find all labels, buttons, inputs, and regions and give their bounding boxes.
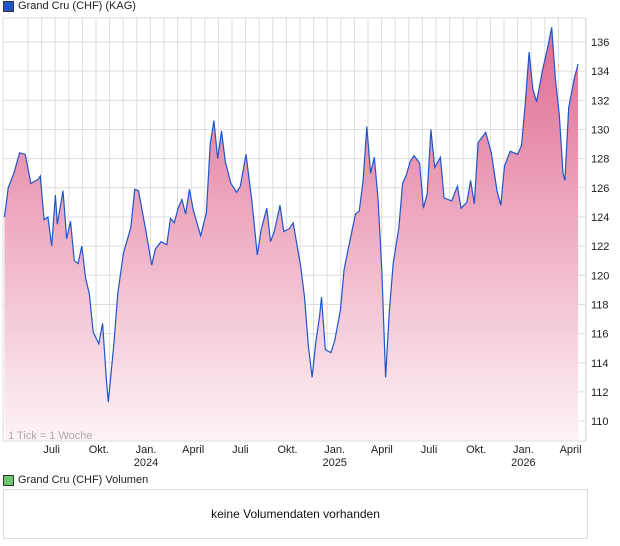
y-tick-label: 122 <box>591 241 609 253</box>
x-tick-label: April <box>371 444 393 456</box>
price-legend: Grand Cru (CHF) (KAG) <box>3 0 136 12</box>
volume-legend: Grand Cru (CHF) Volumen <box>3 474 148 486</box>
price-line <box>3 27 579 403</box>
x-tick-year: 2025 <box>322 457 346 469</box>
y-tick-label: 114 <box>591 358 609 370</box>
x-tick-year: 2026 <box>511 457 535 469</box>
x-tick-label: Juli <box>232 444 249 456</box>
y-tick-label: 124 <box>591 212 609 224</box>
price-legend-swatch <box>3 0 14 12</box>
x-tick-label: Juli <box>43 444 60 456</box>
y-tick-label: 128 <box>591 154 609 166</box>
y-tick-label: 126 <box>591 183 609 195</box>
x-tick-label: April <box>182 444 204 456</box>
volume-legend-swatch <box>3 474 14 486</box>
x-tick-label: Juli <box>421 444 438 456</box>
y-tick-label: 134 <box>591 66 609 78</box>
price-chart: 1 Tick = 1 Woche 110 112 114 116 118 120 122 12… <box>2 17 609 469</box>
x-tick-label: Jan. <box>513 444 534 456</box>
volume-empty-message: keine Volumendaten vorhanden <box>211 507 380 521</box>
y-tick-label: 132 <box>591 95 609 107</box>
tick-note: 1 Tick = 1 Woche <box>8 430 92 442</box>
volume-panel: keine Volumendaten vorhanden <box>3 489 588 539</box>
x-tick-label: Okt. <box>277 444 297 456</box>
y-tick-label: 110 <box>591 416 609 428</box>
y-tick-label: 136 <box>591 37 609 49</box>
price-legend-label: Grand Cru (CHF) (KAG) <box>18 0 136 12</box>
plot-border <box>2 17 587 442</box>
y-tick-label: 120 <box>591 270 609 282</box>
y-tick-label: 112 <box>591 387 609 399</box>
x-tick-label: Jan. <box>136 444 157 456</box>
x-tick-label: Jan. <box>324 444 345 456</box>
y-tick-label: 118 <box>591 299 609 311</box>
x-tick-year: 2024 <box>134 457 158 469</box>
y-tick-label: 130 <box>591 124 609 136</box>
x-tick-label: April <box>560 444 582 456</box>
price-area <box>4 27 579 442</box>
x-tick-label: Okt. <box>466 444 486 456</box>
x-tick-label: Okt. <box>89 444 109 456</box>
volume-legend-label: Grand Cru (CHF) Volumen <box>18 474 149 486</box>
y-tick-label: 116 <box>591 329 609 341</box>
